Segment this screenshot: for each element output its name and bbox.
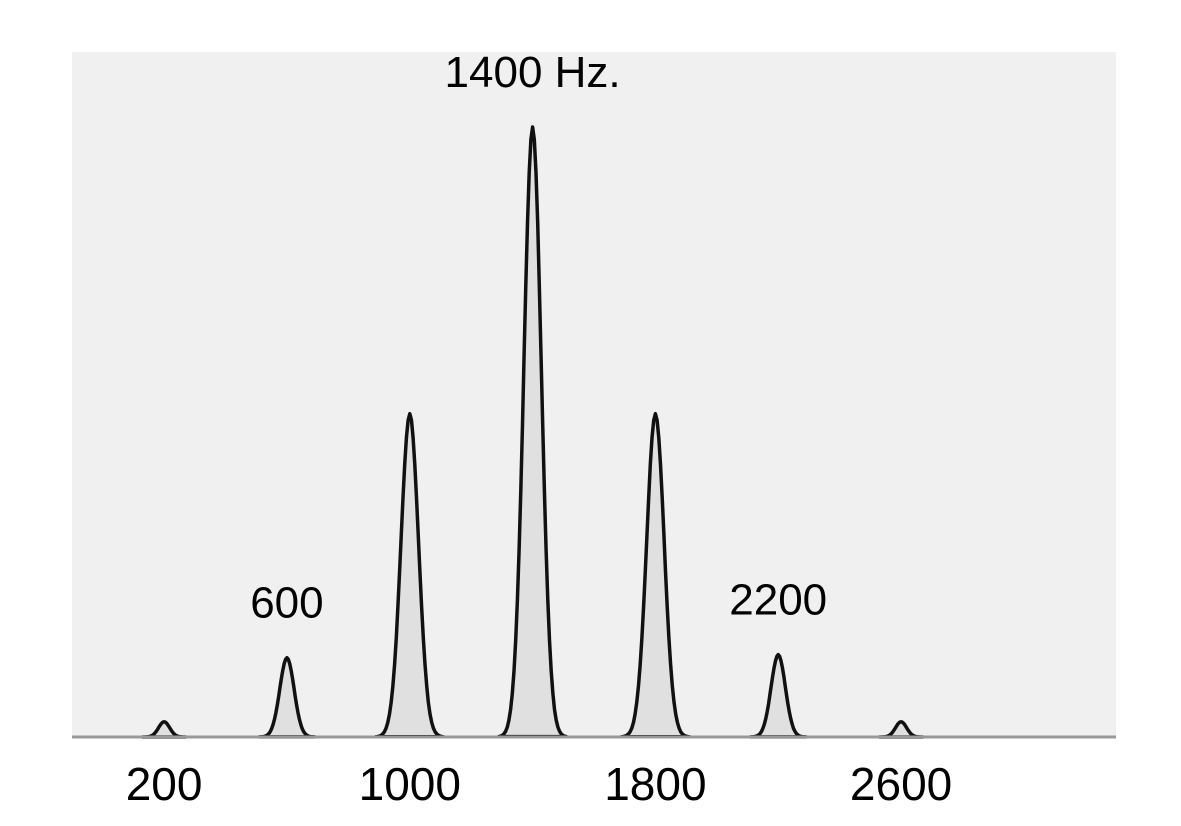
spectral-peak-600 (257, 655, 317, 739)
peak-labels-layer: 600 1400 Hz. 2200 (250, 48, 827, 628)
spectral-peak-1400 (497, 125, 569, 739)
peak-label-600: 600 (250, 579, 323, 628)
peaks-layer (140, 125, 925, 739)
x-tick-label-2600: 2600 (850, 758, 952, 810)
spectral-peak-2200 (748, 652, 808, 739)
peak-label-1400: 1400 Hz. (445, 48, 621, 97)
peak-label-2200: 2200 (729, 576, 827, 625)
x-tick-label-1000: 1000 (359, 758, 461, 810)
x-tick-label-200: 200 (126, 758, 203, 810)
x-tick-label-1800: 1800 (604, 758, 706, 810)
spectral-peak-1000 (374, 411, 446, 739)
spectral-peak-1800 (619, 411, 691, 739)
x-tick-labels: 200 1000 1800 2600 (126, 758, 953, 810)
plot-background (72, 52, 1116, 738)
